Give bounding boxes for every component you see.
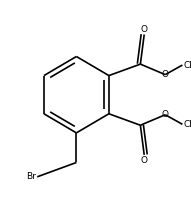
Text: CH₃: CH₃ <box>183 120 191 129</box>
Text: O: O <box>162 110 169 119</box>
Text: O: O <box>162 70 169 79</box>
Text: Br: Br <box>26 172 36 181</box>
Text: O: O <box>141 156 148 165</box>
Text: O: O <box>141 25 148 33</box>
Text: CH₃: CH₃ <box>183 60 191 70</box>
